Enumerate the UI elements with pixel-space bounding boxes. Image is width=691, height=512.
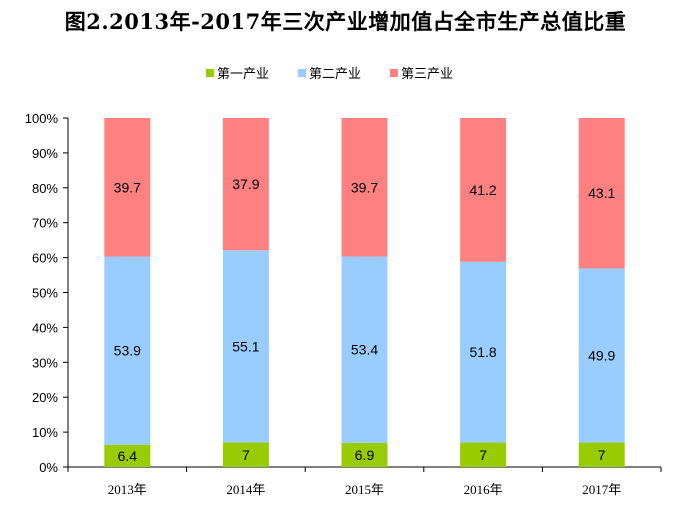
data-labels: 6.4 53.9 39.7 7 55.1 37.9 6.9 53.4 39.7 7 51.8 41.2…	[114, 176, 616, 464]
legend-label-1: 第一产业	[217, 67, 269, 82]
data-label: 55.1	[232, 338, 259, 354]
data-label: 7	[479, 447, 487, 463]
bar-segment	[460, 118, 507, 262]
legend-label-3: 第三产业	[401, 67, 453, 82]
bar-segment	[578, 118, 625, 269]
y-tick-label: 20%	[32, 390, 58, 405]
y-tick-label: 40%	[32, 320, 58, 335]
x-tick-label: 2013年	[108, 482, 147, 497]
legend: 第一产业 第二产业 第三产业	[206, 67, 453, 82]
data-label: 41.2	[469, 182, 496, 198]
bar-segment	[341, 442, 388, 467]
bar-segment	[578, 268, 625, 443]
data-label: 49.9	[588, 347, 615, 363]
legend-swatch-1	[206, 69, 214, 77]
bar-segment	[104, 444, 151, 467]
data-label: 37.9	[232, 176, 259, 192]
x-tick-label: 2017年	[582, 482, 621, 497]
y-tick-label: 50%	[32, 286, 58, 301]
bar-segment	[341, 256, 388, 443]
data-label: 53.9	[114, 343, 141, 359]
data-label: 43.1	[588, 185, 615, 201]
y-tick-label: 0%	[39, 460, 58, 475]
data-label: 7	[598, 447, 606, 463]
data-label: 39.7	[351, 179, 378, 195]
x-tick-label: 2015年	[345, 482, 384, 497]
bar-segment	[341, 118, 388, 257]
bar-segment	[222, 250, 269, 443]
bar-segment	[222, 442, 269, 467]
bar-segment	[460, 442, 507, 467]
data-label: 6.4	[118, 448, 138, 464]
bar-segment	[578, 442, 625, 467]
bars	[104, 118, 625, 467]
y-tick-label: 30%	[32, 355, 58, 370]
legend-label-2: 第二产业	[309, 67, 361, 82]
data-label: 51.8	[469, 344, 496, 360]
y-tick-label: 10%	[32, 425, 58, 440]
legend-swatch-2	[298, 69, 306, 77]
x-tick-label: 2016年	[464, 482, 503, 497]
data-label: 7	[242, 447, 250, 463]
bar-segment	[104, 256, 151, 445]
data-label: 53.4	[351, 342, 378, 358]
y-tick-label: 80%	[32, 181, 58, 196]
y-tick-label: 100%	[25, 111, 59, 126]
y-axis: 0% 10% 20% 30% 40% 50% 60% 70% 80% 90% 100%	[25, 111, 69, 475]
chart-title: 图2.2013年-2017年三次产业增加值占全市生产总值比重	[64, 9, 627, 34]
x-axis: 2013年 2014年 2015年 2016年 2017年	[67, 466, 662, 497]
bar-segment	[104, 118, 151, 257]
x-tick-label: 2014年	[226, 482, 265, 497]
bar-segment	[222, 118, 269, 251]
data-label: 39.7	[114, 179, 141, 195]
bar-segment	[460, 261, 507, 443]
y-tick-label: 70%	[32, 216, 58, 231]
y-tick-label: 60%	[32, 251, 58, 266]
legend-swatch-3	[390, 69, 398, 77]
y-tick-label: 90%	[32, 146, 58, 161]
data-label: 6.9	[355, 447, 375, 463]
